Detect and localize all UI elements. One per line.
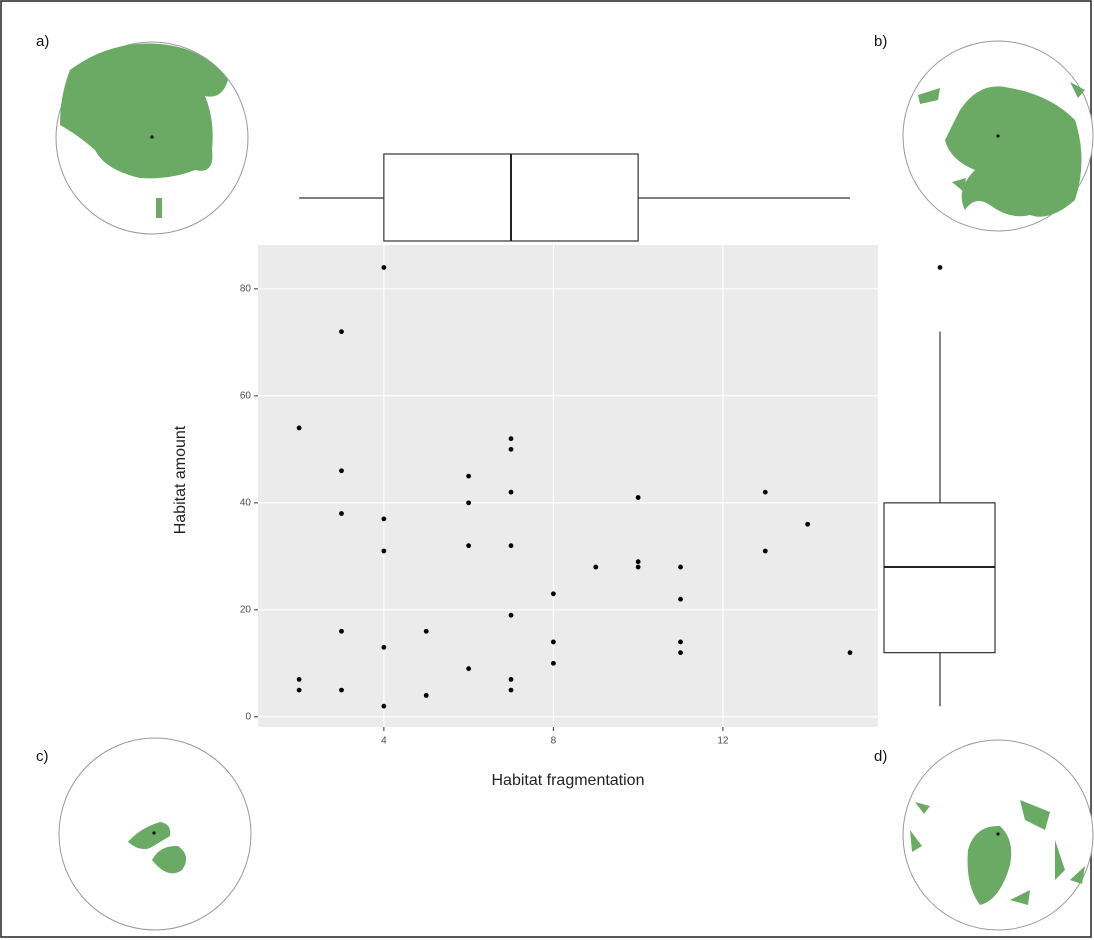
y-tick-label: 0 xyxy=(245,711,251,722)
habitat xyxy=(128,822,187,874)
point xyxy=(550,639,556,645)
point xyxy=(296,425,302,431)
point xyxy=(466,500,472,506)
point xyxy=(508,436,514,442)
point xyxy=(805,521,811,527)
habitat xyxy=(60,43,228,179)
panel-label: b) xyxy=(874,33,887,50)
point xyxy=(678,650,683,656)
point xyxy=(508,543,514,549)
habitat xyxy=(945,86,1082,217)
y-tick-label: 80 xyxy=(240,284,252,295)
y-tick-label: 20 xyxy=(240,604,252,615)
point xyxy=(508,489,514,495)
panel-background xyxy=(258,245,878,727)
site xyxy=(996,134,1000,138)
outlier xyxy=(937,265,943,270)
point xyxy=(762,548,768,554)
map-d xyxy=(902,739,1094,931)
habitat xyxy=(967,825,1012,905)
map-c xyxy=(58,737,252,931)
point xyxy=(381,265,387,270)
point xyxy=(635,564,641,570)
panel-label: a) xyxy=(36,33,49,50)
x-tick-label: 8 xyxy=(551,736,557,747)
site xyxy=(150,135,154,139)
point xyxy=(339,329,344,335)
point xyxy=(508,676,514,682)
point xyxy=(296,676,302,682)
habitat xyxy=(910,800,1085,905)
map-a xyxy=(55,41,249,235)
point xyxy=(466,473,472,479)
point xyxy=(381,548,387,554)
point xyxy=(508,446,514,452)
point xyxy=(339,511,344,516)
y-axis-label: Habitat amount xyxy=(172,425,189,534)
habitat xyxy=(156,198,162,218)
point xyxy=(550,660,556,666)
panel-label: c) xyxy=(36,748,49,765)
habitat xyxy=(918,82,1085,192)
point xyxy=(508,687,514,693)
site xyxy=(996,832,1000,836)
point xyxy=(593,564,599,570)
point xyxy=(381,516,387,522)
y-tick-label: 60 xyxy=(240,390,252,401)
x-axis-label: Habitat fragmentation xyxy=(492,772,645,789)
site xyxy=(152,831,156,835)
point xyxy=(847,650,853,656)
point xyxy=(466,666,472,672)
x-tick-label: 12 xyxy=(717,736,729,747)
panel-label: d) xyxy=(874,748,887,765)
point xyxy=(296,687,302,693)
point xyxy=(466,543,472,549)
point xyxy=(423,628,429,634)
box xyxy=(883,502,996,654)
point xyxy=(423,693,429,698)
point xyxy=(762,489,768,495)
point xyxy=(678,596,683,602)
point xyxy=(339,687,344,693)
point xyxy=(339,628,344,634)
point xyxy=(550,591,556,597)
x-tick-label: 4 xyxy=(381,736,387,747)
point xyxy=(508,612,514,618)
y-tick-label: 40 xyxy=(240,497,252,508)
point xyxy=(635,559,641,565)
point xyxy=(339,468,344,474)
point xyxy=(678,639,683,645)
point xyxy=(678,564,683,570)
point xyxy=(381,703,387,709)
map-b xyxy=(902,40,1094,232)
point xyxy=(635,495,641,500)
point xyxy=(381,644,387,650)
